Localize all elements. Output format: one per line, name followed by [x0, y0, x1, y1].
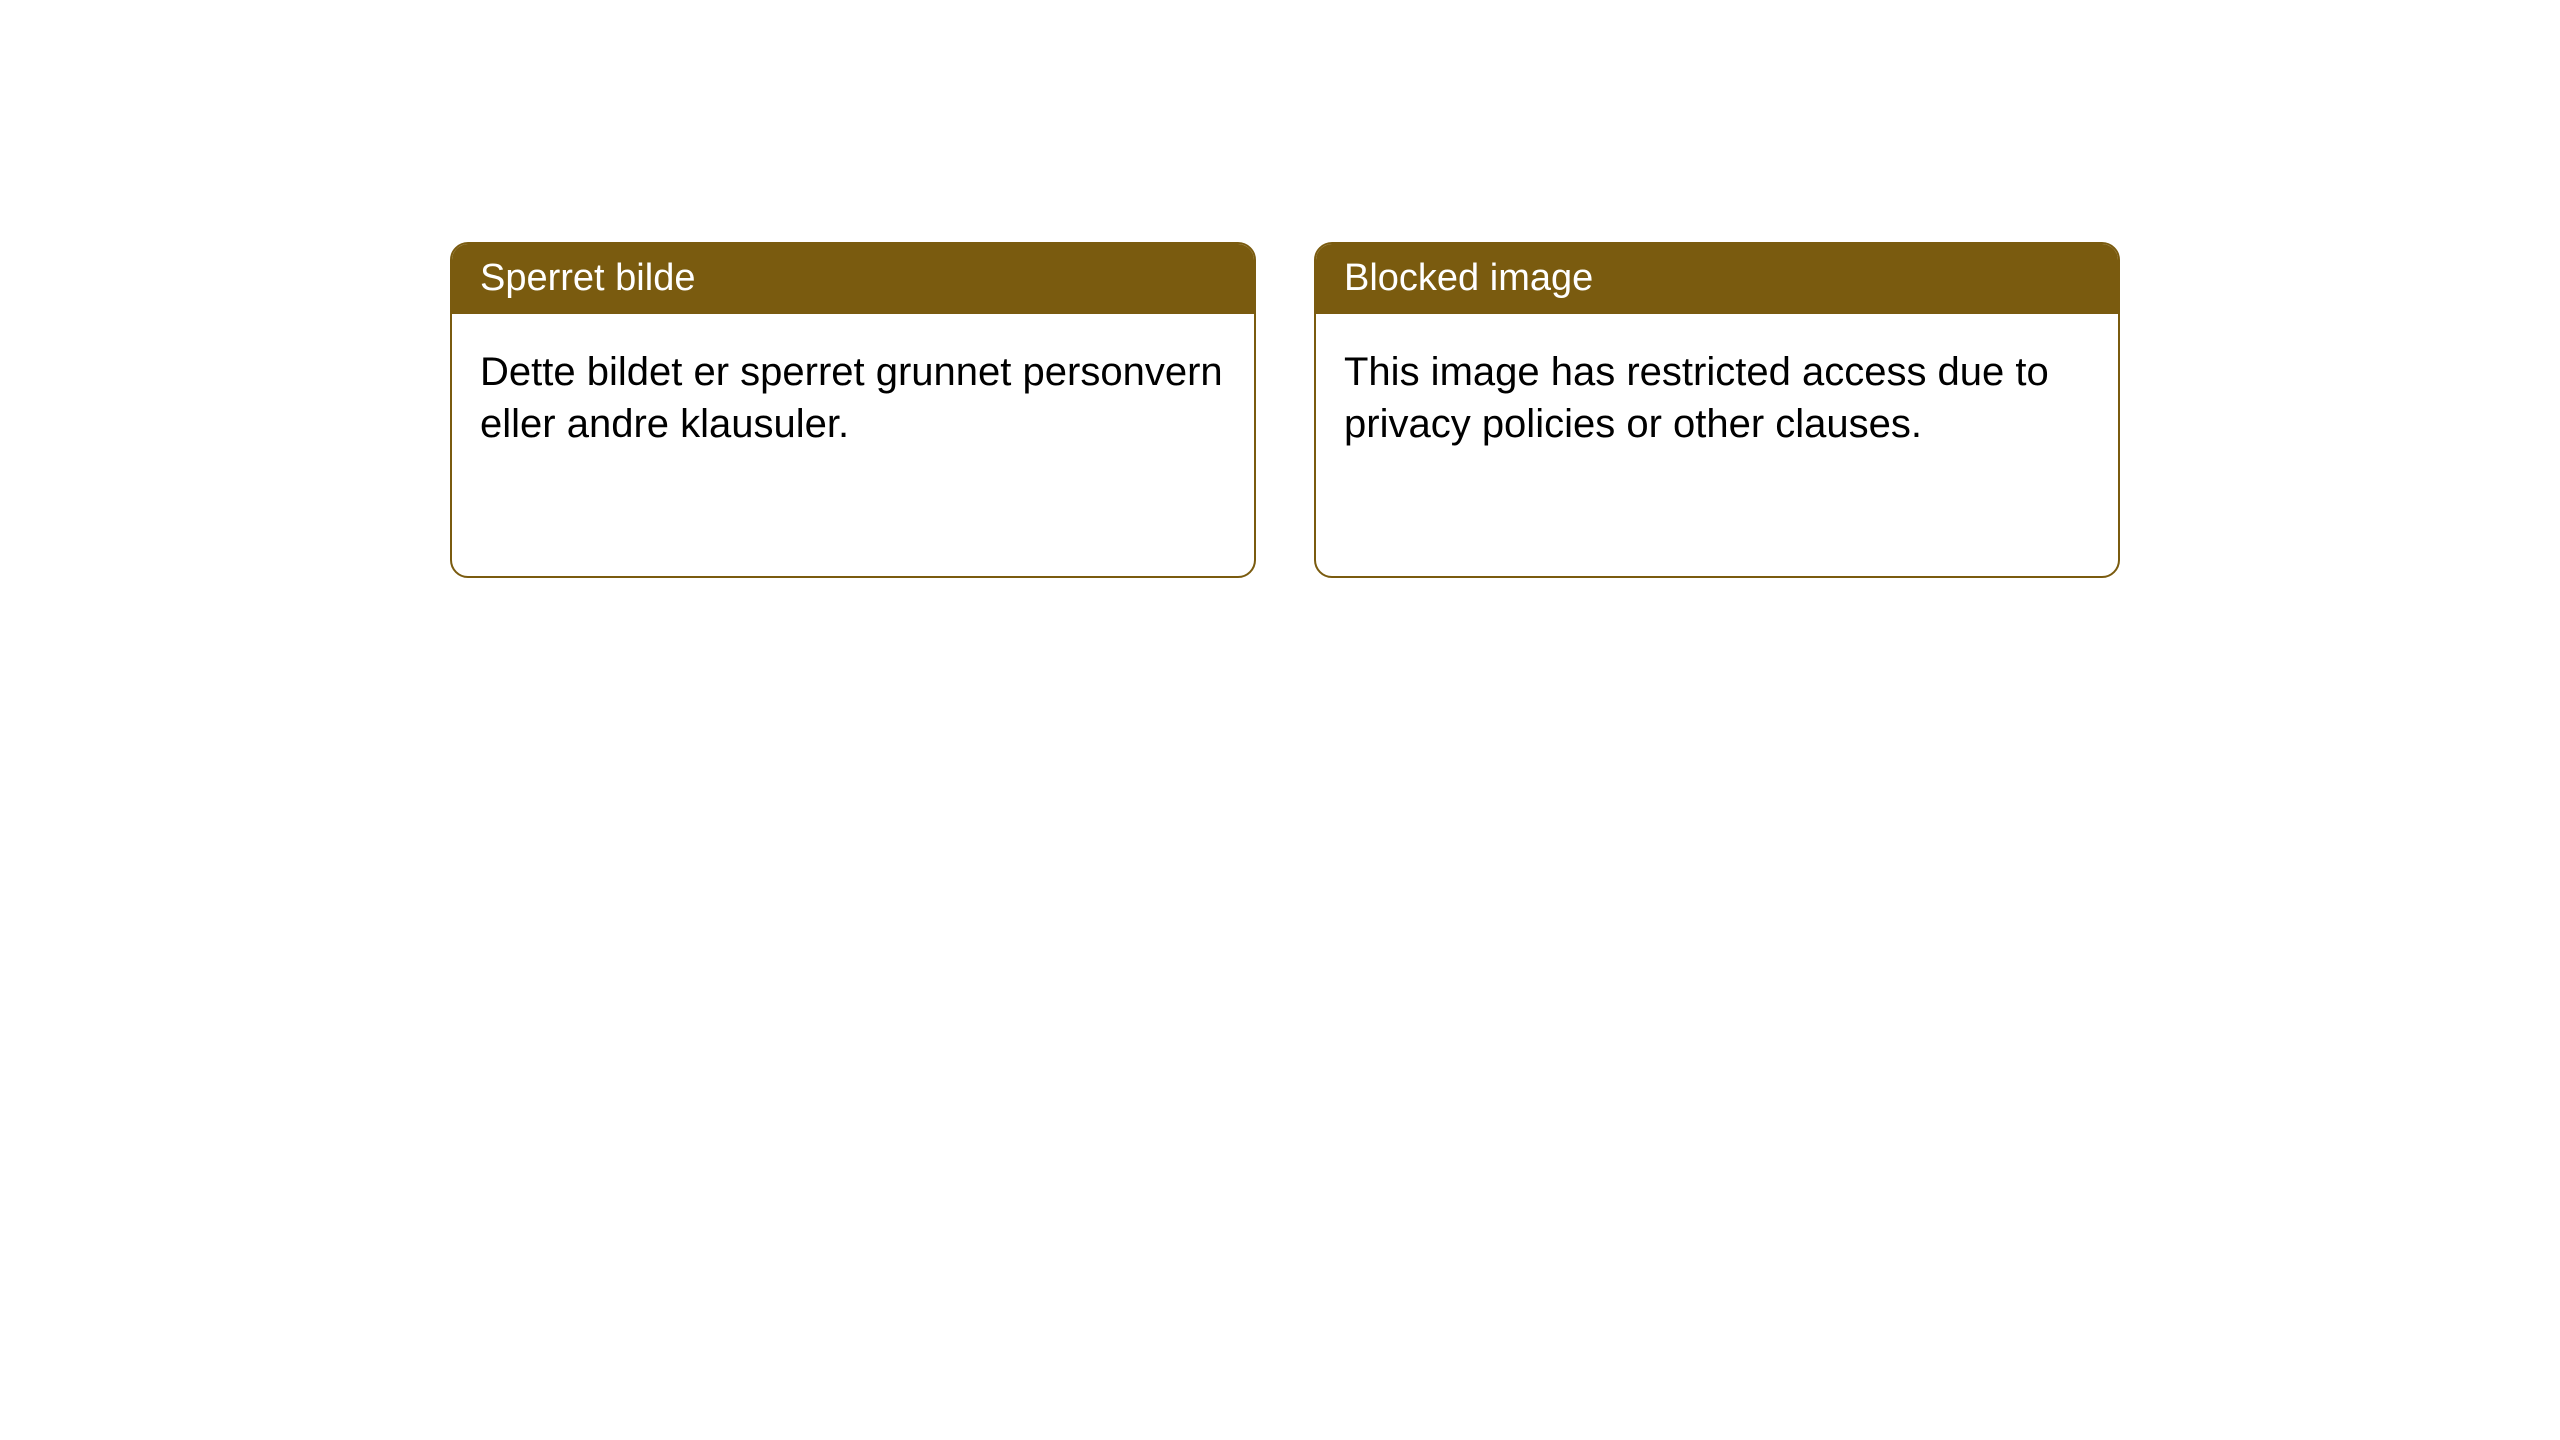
card-header: Blocked image	[1316, 244, 2118, 314]
blocked-image-card-en: Blocked image This image has restricted …	[1314, 242, 2120, 578]
card-title: Sperret bilde	[480, 257, 695, 299]
card-body: Dette bildet er sperret grunnet personve…	[452, 314, 1254, 482]
card-message: Dette bildet er sperret grunnet personve…	[480, 350, 1223, 446]
card-body: This image has restricted access due to …	[1316, 314, 2118, 482]
card-message: This image has restricted access due to …	[1344, 350, 2049, 446]
blocked-image-card-no: Sperret bilde Dette bildet er sperret gr…	[450, 242, 1256, 578]
card-title: Blocked image	[1344, 257, 1593, 299]
notice-container: Sperret bilde Dette bildet er sperret gr…	[450, 242, 2120, 578]
card-header: Sperret bilde	[452, 244, 1254, 314]
